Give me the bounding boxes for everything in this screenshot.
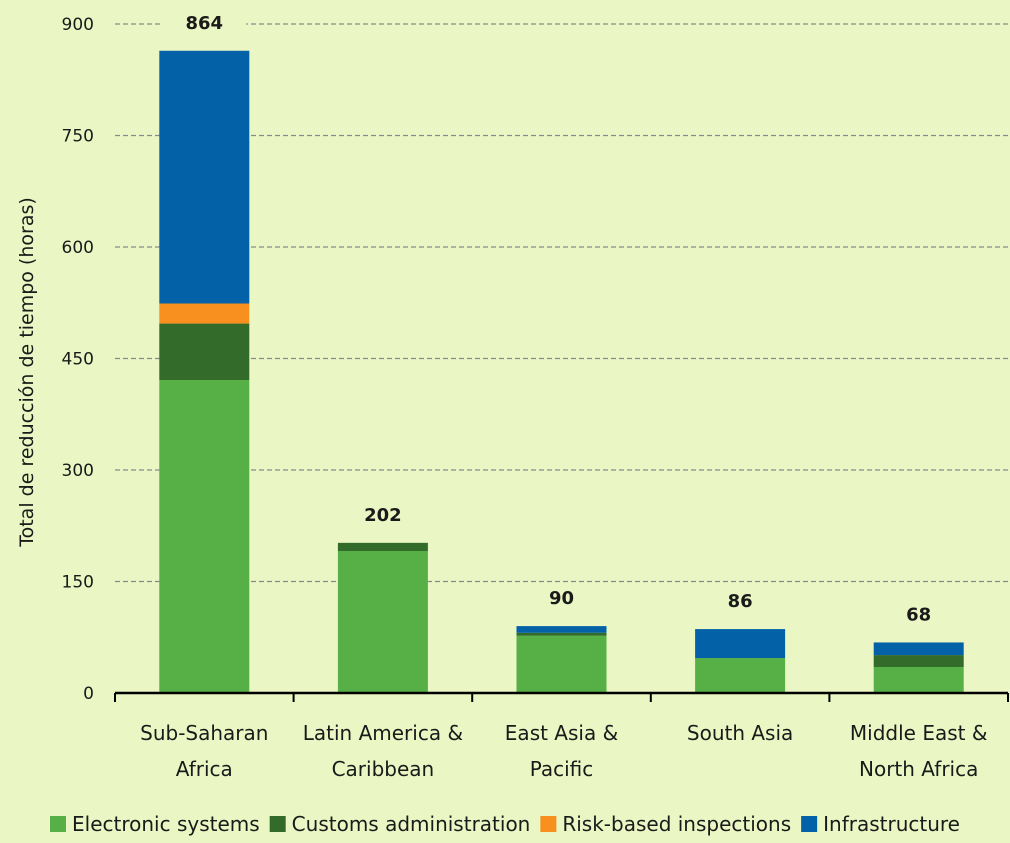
y-axis-title: Total de reducción de tiempo (horas) bbox=[16, 197, 38, 548]
legend-swatch bbox=[540, 816, 557, 832]
y-tick-label: 900 bbox=[62, 15, 94, 35]
bar-segment bbox=[159, 50, 250, 304]
total-labels: 864 202 90 86 68 bbox=[162, 10, 961, 629]
gridlines bbox=[115, 23, 1008, 583]
legend-swatch bbox=[269, 816, 286, 832]
y-tick-label: 450 bbox=[62, 350, 94, 370]
legend-label: Risk-based inspections bbox=[562, 812, 791, 836]
category-label: East Asia & bbox=[505, 721, 618, 745]
bar-segment bbox=[516, 635, 607, 693]
legend: Electronic systems Customs administration… bbox=[50, 812, 960, 836]
total-label: 90 bbox=[549, 588, 574, 609]
bar-segment bbox=[159, 323, 250, 381]
bar-segment bbox=[695, 629, 786, 659]
legend-item: Risk-based inspections bbox=[540, 812, 791, 836]
bar-segment bbox=[516, 626, 607, 633]
y-tick-labels: 0 150 300 450 600 750 900 bbox=[62, 15, 94, 704]
category-label: Pacific bbox=[530, 757, 594, 781]
category-label: Latin America & bbox=[303, 721, 463, 745]
total-label: 68 bbox=[906, 604, 931, 625]
total-label: 864 bbox=[186, 13, 224, 34]
legend-item: Electronic systems bbox=[50, 812, 260, 836]
total-label-bg bbox=[162, 10, 247, 37]
y-tick-label: 150 bbox=[62, 573, 94, 593]
category-label: Sub-Saharan bbox=[140, 721, 268, 745]
bar-segment bbox=[873, 642, 964, 656]
category-labels: Sub-Saharan Africa Latin America & Caribbea… bbox=[140, 721, 987, 781]
x-axis-ticks bbox=[114, 693, 1009, 702]
total-label-bg bbox=[876, 602, 961, 629]
bar-segment bbox=[695, 658, 786, 693]
category-label: Caribbean bbox=[332, 757, 435, 781]
legend-label: Electronic systems bbox=[72, 812, 260, 836]
bar-segment bbox=[159, 303, 250, 324]
legend-swatch bbox=[801, 816, 818, 832]
category-label: South Asia bbox=[687, 721, 793, 745]
bar-segment bbox=[516, 632, 607, 636]
bar-segment bbox=[337, 542, 428, 552]
total-label-bg bbox=[519, 586, 604, 613]
bar-segment bbox=[337, 551, 428, 693]
y-tick-label: 0 bbox=[83, 684, 94, 704]
legend-label: Infrastructure bbox=[823, 812, 960, 836]
bar-segment bbox=[159, 380, 250, 693]
bar-segment bbox=[873, 655, 964, 667]
y-tick-label: 600 bbox=[62, 238, 94, 258]
category-label: North Africa bbox=[859, 757, 978, 781]
total-label: 202 bbox=[364, 505, 402, 526]
category-label: Middle East & bbox=[850, 721, 988, 745]
category-label: Africa bbox=[176, 757, 233, 781]
bar-segment bbox=[873, 666, 964, 693]
total-label-bg bbox=[340, 502, 425, 529]
y-tick-label: 300 bbox=[62, 461, 94, 481]
legend-item: Infrastructure bbox=[801, 812, 960, 836]
legend-item: Customs administration bbox=[269, 812, 531, 836]
bars bbox=[159, 50, 964, 693]
legend-swatch bbox=[50, 816, 67, 832]
y-tick-label: 750 bbox=[62, 127, 94, 147]
legend-label: Customs administration bbox=[292, 812, 531, 836]
total-label: 86 bbox=[728, 591, 753, 612]
total-label-bg bbox=[698, 589, 783, 616]
